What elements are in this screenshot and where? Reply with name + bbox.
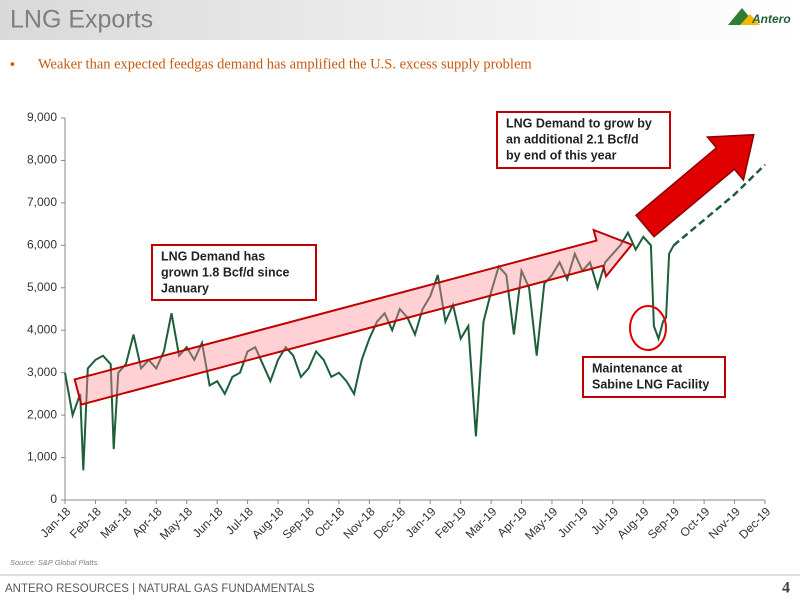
header-bar <box>0 0 800 40</box>
footer: ANTERO RESOURCES | NATURAL GAS FUNDAMENT… <box>5 583 315 595</box>
logo-mark <box>740 14 760 25</box>
y-tick-label: 3,000 <box>27 365 57 379</box>
forecast-arrow <box>634 133 755 238</box>
page-number: 4 <box>782 580 790 597</box>
bullet-marker: • <box>10 56 15 72</box>
annotation-text: LNG Demand has <box>161 249 265 263</box>
annotation-text: grown 1.8 Bcf/d since <box>161 265 290 279</box>
y-tick-label: 1,000 <box>27 450 57 464</box>
trend-arrow-shape <box>73 228 634 406</box>
y-tick-label: 2,000 <box>27 407 57 421</box>
y-tick-label: 8,000 <box>27 153 57 167</box>
annotation-text: Maintenance at <box>592 361 683 375</box>
data-line <box>64 230 675 471</box>
bullet-text: Weaker than expected feedgas demand has … <box>38 56 532 72</box>
source: Source: S&P Global Platts. <box>10 558 99 567</box>
annotation-text: Sabine LNG Facility <box>592 377 709 391</box>
maintenance-circle <box>629 305 667 351</box>
forecast-arrow-shape <box>634 133 755 238</box>
y-tick-label: 7,000 <box>27 195 57 209</box>
annotation-box <box>496 111 671 169</box>
trend-arrow <box>73 228 634 406</box>
annotation-text: an additional 2.1 Bcf/d <box>506 132 639 146</box>
y-tick-label: 5,000 <box>27 280 57 294</box>
y-tick-label: 6,000 <box>27 238 57 252</box>
logo-text: Antero <box>751 12 791 26</box>
data-line <box>672 163 766 247</box>
y-tick-label: 4,000 <box>27 322 57 336</box>
annotation-box <box>582 356 726 398</box>
y-tick-label: 0 <box>50 492 57 506</box>
annotation-box <box>151 244 317 301</box>
slide-title: LNG Exports <box>10 6 153 34</box>
annotation-text: by end of this year <box>506 148 617 162</box>
y-tick-label: 9,000 <box>27 110 57 124</box>
annotation-text: January <box>161 281 209 295</box>
annotation-text: LNG Demand to grow by <box>506 116 652 130</box>
